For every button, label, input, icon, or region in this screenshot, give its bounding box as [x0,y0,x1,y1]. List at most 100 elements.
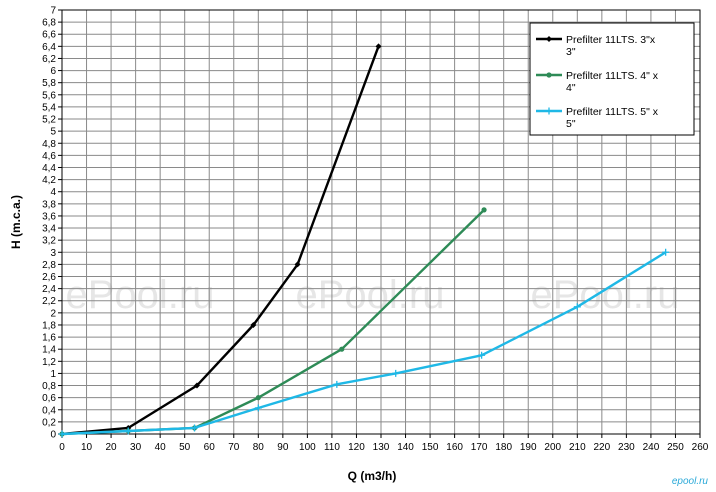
y-tick-label: 6,2 [42,54,56,65]
x-tick-label: 140 [397,442,414,453]
data-point [339,346,345,352]
y-tick-label: 1 [50,369,56,380]
y-tick-label: 7 [50,6,56,17]
data-point [193,382,200,389]
y-tick-label: 3,6 [42,211,56,222]
data-point [478,351,486,359]
data-point [254,404,262,412]
y-tick-label: 1,6 [42,333,56,344]
y-tick-label: 0,6 [42,393,56,404]
x-axis-title: Q (m3/h) [348,469,397,483]
x-tick-label: 260 [692,442,709,453]
y-tick-label: 1,8 [42,320,56,331]
legend-label: 3" [566,46,576,58]
y-tick-label: 6,4 [42,42,56,53]
x-tick-label: 0 [59,442,65,453]
y-tick-label: 4,4 [42,163,56,174]
y-tick-label: 3 [50,248,56,259]
legend-label: Prefilter 11LTS. 4" x [566,70,659,82]
y-tick-label: 5,8 [42,78,56,89]
x-tick-label: 60 [204,442,216,453]
x-tick-label: 220 [594,442,611,453]
legend-label: Prefilter 11LTS. 3"x [566,34,656,46]
y-axis-title: H (m.c.a.) [9,195,23,249]
data-point [124,427,132,435]
data-point [333,380,341,388]
x-tick-label: 250 [667,442,684,453]
data-point [58,430,66,438]
data-point [250,321,257,328]
x-tick-label: 30 [130,442,142,453]
watermark-layer: ePool.ru ePool.ru ePool.ru [66,273,680,317]
corner-logo: epool.ru [672,476,709,487]
data-point [662,248,670,256]
legend-item-3: Prefilter 11LTS. 5" x5" [536,106,659,130]
y-tick-label: 2,2 [42,296,56,307]
y-tick-label: 3,8 [42,199,56,210]
x-tick-label: 40 [155,442,167,453]
grid [61,9,701,435]
y-tick-label: 2 [50,308,56,319]
x-tick-label: 130 [373,442,390,453]
watermark-text: ePool.ru [66,273,215,317]
x-tick-label: 80 [253,442,265,453]
x-tick-label: 10 [81,442,93,453]
x-tick-label: 240 [643,442,660,453]
watermark-text: ePool.ru [531,273,680,317]
y-tick-label: 1,4 [42,345,56,356]
y-tick-label: 5,4 [42,102,56,113]
data-point [294,261,301,268]
legend-label: Prefilter 11LTS. 5" x [566,106,659,118]
data-point [545,107,553,115]
y-tick-label: 2,8 [42,260,56,271]
y-tick-label: 0,4 [42,405,56,416]
y-tick-label: 4,8 [42,139,56,150]
y-tick-label: 0,8 [42,381,56,392]
x-tick-label: 200 [544,442,561,453]
x-tick-label: 120 [348,442,365,453]
y-axis-ticks: 00,20,40,60,811,21,41,61,822,22,42,62,83… [42,6,62,441]
y-tick-label: 6,8 [42,18,56,29]
y-tick-label: 2,4 [42,284,56,295]
data-point [481,207,487,213]
x-tick-label: 70 [228,442,240,453]
legend-label: 4" [566,82,576,94]
y-tick-label: 0,2 [42,417,56,428]
y-tick-label: 5 [50,127,56,138]
x-tick-label: 160 [446,442,463,453]
data-point [546,72,552,78]
series-line [61,45,380,436]
y-tick-label: 6 [50,66,56,77]
x-tick-label: 230 [618,442,635,453]
legend-label: 5" [566,118,576,130]
legend-box [529,22,695,136]
y-tick-label: 4,6 [42,151,56,162]
x-tick-label: 180 [495,442,512,453]
data-point [375,43,382,50]
series-layer [58,43,670,438]
legend: Prefilter 11LTS. 3"x3" Prefilter 11LTS. 4… [529,22,695,136]
x-tick-label: 150 [422,442,439,453]
y-tick-label: 6,6 [42,30,56,41]
x-tick-label: 90 [277,442,289,453]
series-line [61,209,485,436]
data-point [392,369,400,377]
series-3 [58,248,670,438]
y-tick-label: 3,4 [42,224,56,235]
x-tick-label: 210 [569,442,586,453]
y-tick-label: 0 [50,430,56,441]
x-tick-label: 110 [324,442,340,453]
data-point [573,303,581,311]
x-tick-label: 100 [299,442,316,453]
y-tick-label: 3,2 [42,236,56,247]
x-tick-label: 190 [520,442,537,453]
y-tick-label: 1,2 [42,357,56,368]
y-tick-label: 5,2 [42,115,56,126]
y-tick-label: 4 [50,187,56,198]
data-point [255,395,261,401]
x-tick-label: 50 [179,442,191,453]
x-tick-label: 20 [106,442,118,453]
legend-item-1: Prefilter 11LTS. 3"x3" [536,34,656,58]
series-2 [59,207,487,437]
